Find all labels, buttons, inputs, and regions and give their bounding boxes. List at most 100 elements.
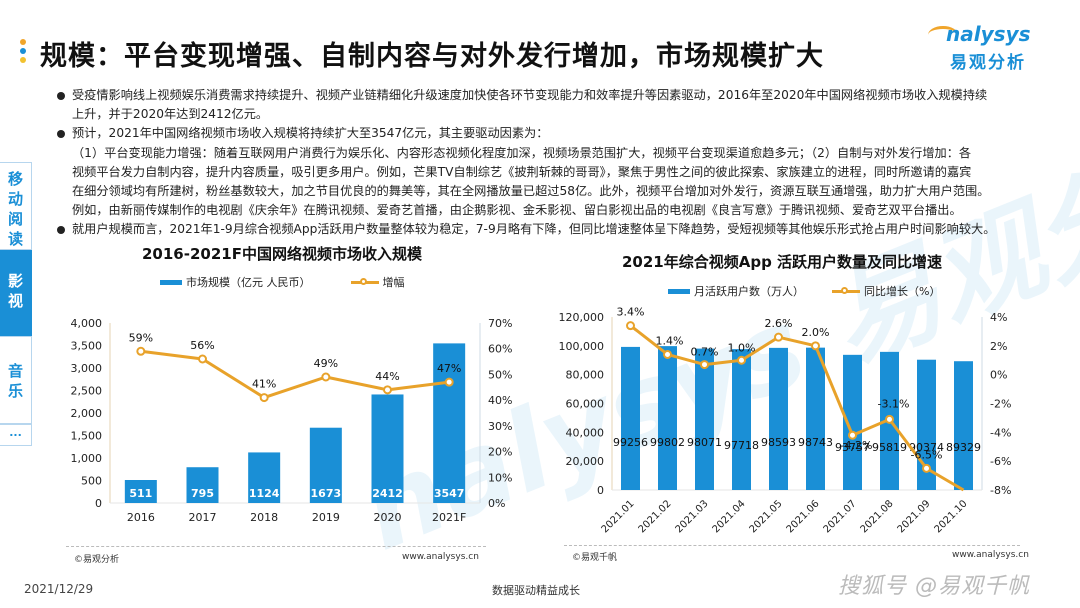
- growth-label: 1.0%: [728, 341, 756, 354]
- x-axis-tick: 2021F: [432, 511, 466, 524]
- title-dots-icon: [20, 39, 26, 66]
- growth-point: [444, 377, 454, 387]
- x-axis-tick: 2021.10: [933, 498, 970, 535]
- growth-point: [848, 430, 857, 440]
- bar-value-label: 2412: [372, 487, 403, 500]
- left-chart-title: 2016-2021F中国网络视频市场收入规模: [142, 245, 422, 263]
- growth-point: [259, 393, 269, 403]
- summary-bullets: 受疫情影响线上视频娱乐消费需求持续提升、视频产业链精细化升级速度加快使各环节变现…: [56, 86, 1056, 240]
- growth-line: [629, 324, 965, 492]
- side-tab-music[interactable]: 音乐: [0, 336, 32, 424]
- bullet-1-line-1: 受疫情影响线上视频娱乐消费需求持续提升、视频产业链精细化升级速度加快使各环节变现…: [56, 86, 1056, 105]
- right-chart-site: www.analysys.cn: [952, 550, 1029, 560]
- legend-bar-swatch-icon: [668, 288, 690, 294]
- analysys-logo: nalysys 易观分析: [928, 22, 1058, 73]
- left-chart-site: www.analysys.cn: [402, 552, 479, 562]
- left-axis-tick: 4,000: [71, 317, 103, 330]
- growth-label: 0.7%: [691, 346, 719, 359]
- right-axis-tick: 70%: [488, 317, 512, 330]
- x-axis-tick: 2016: [127, 511, 155, 524]
- left-chart-legend: 市场规模（亿元 人民币） 增幅: [160, 274, 405, 290]
- growth-label: 2.6%: [765, 317, 793, 330]
- left-axis-tick: 1,000: [71, 452, 103, 465]
- right-axis-tick: -8%: [990, 484, 1011, 497]
- bar: [954, 361, 973, 490]
- left-axis-tick: 120,000: [559, 311, 605, 324]
- bar-value-label: 98593: [761, 436, 796, 449]
- x-axis-tick: 2018: [250, 511, 278, 524]
- x-axis-tick: 2021.04: [711, 498, 748, 535]
- x-axis-tick: 2017: [189, 511, 217, 524]
- growth-point: [737, 355, 746, 365]
- bar-value-label: 99256: [613, 436, 648, 449]
- growth-label: -6.5%: [911, 448, 943, 461]
- right-axis-tick: 50%: [488, 368, 512, 381]
- left-axis-tick: 0: [597, 484, 604, 497]
- side-tab-more[interactable]: ...: [0, 424, 32, 446]
- footer-slogan: 数据驱动精益成长: [492, 584, 580, 597]
- bar: [309, 427, 342, 503]
- left-axis-tick: 0: [95, 497, 102, 510]
- bullet-2-line-4: 在细分领域均有所建树，粉丝基数较大，加之节目优良的的舞美等，其在全网播放量已超过…: [72, 184, 990, 199]
- side-tab-nav: 移动阅读 影视 音乐 ...: [0, 162, 32, 446]
- right-axis-tick: 4%: [990, 311, 1007, 324]
- bar: [248, 452, 281, 503]
- bullet-3-line-1: 就用户规模而言，2021年1-9月综合视频App活跃用户数量整体较为稳定，7-9…: [56, 220, 1056, 239]
- x-axis-tick: 2021.07: [822, 498, 859, 535]
- growth-label: 49%: [314, 357, 338, 370]
- growth-line: [140, 349, 450, 400]
- bar: [658, 346, 677, 490]
- x-axis-tick: 2021.05: [748, 498, 785, 535]
- growth-point: [198, 354, 207, 364]
- bar-value-label: 99802: [650, 436, 685, 449]
- growth-label: 44%: [375, 370, 399, 383]
- bar: [433, 343, 466, 503]
- x-axis-tick: 2019: [312, 511, 340, 524]
- right-chart-plot: 120,000 100,000 80,000 60,000 40,000 20,000 0 4…: [559, 306, 1012, 536]
- x-axis-tick: 2021.09: [896, 498, 933, 535]
- bar: [769, 347, 788, 490]
- left-axis-tick: 2,000: [71, 407, 103, 420]
- bar: [806, 347, 825, 490]
- side-tab-mobile-reading[interactable]: 移动阅读: [0, 162, 32, 250]
- right-chart-title: 2021年综合视频App 活跃用户数量及同比增速: [622, 253, 943, 271]
- left-axis-tick: 3,000: [71, 362, 103, 375]
- bullet-2-line-2: （1）平台变现能力增强：随着互联网用户消费行为娱乐化、内容形态视频化程度加深，视…: [72, 145, 972, 160]
- bar-value-label: 3547: [434, 487, 465, 500]
- x-axis-tick: 2021.06: [785, 498, 822, 535]
- right-axis-tick: 60%: [488, 343, 512, 356]
- footer-watermark: 搜狐号 @易观千帆: [838, 574, 1030, 599]
- right-axis-tick: -2%: [990, 398, 1011, 411]
- bar: [917, 359, 936, 490]
- left-chart-divider: [66, 546, 486, 547]
- logo-en-text: nalysys: [946, 22, 1031, 46]
- x-axis-tick: 2021.01: [600, 498, 637, 535]
- legend-bar-swatch-icon: [160, 279, 182, 285]
- x-axis-tick: 2021.02: [637, 498, 674, 535]
- left-axis-tick: 3,500: [71, 340, 103, 353]
- legend-line-swatch-icon: [350, 277, 379, 285]
- right-chart-legend: 月活跃用户数（万人） 同比增长（%）: [668, 283, 940, 299]
- growth-point: [700, 360, 709, 370]
- growth-point: [321, 372, 331, 382]
- logo-arc-icon: [928, 26, 958, 44]
- bar-value-label: 95819: [872, 441, 907, 454]
- growth-label: -4.2%: [841, 439, 873, 452]
- left-axis-tick: 500: [81, 475, 102, 488]
- growth-label: -3.1%: [878, 397, 910, 410]
- right-chart-divider: [564, 545, 1020, 546]
- legend-line-label: 同比增长（%）: [864, 285, 941, 298]
- left-chart-plot: 4,000 3,500 3,000 2,500 2,000 1,500 1,000 500 0 7…: [71, 317, 513, 524]
- side-tab-film-tv[interactable]: 影视: [0, 250, 32, 336]
- bar: [371, 394, 404, 503]
- left-axis-tick: 100,000: [559, 340, 605, 353]
- growth-point: [626, 321, 635, 331]
- right-axis-tick: 2%: [990, 340, 1007, 353]
- growth-label: 3.4%: [617, 306, 645, 319]
- bullet-2-line-3: 视频平台发力自制内容，提升内容质量，吸引更多用户。例如，芒果TV自制综艺《披荆斩…: [72, 164, 972, 179]
- right-axis-tick: 10%: [488, 471, 512, 484]
- growth-point: [811, 341, 820, 351]
- bar: [124, 480, 157, 503]
- x-axis-tick: 2021.08: [859, 498, 896, 535]
- right-axis-tick: -6%: [990, 455, 1011, 468]
